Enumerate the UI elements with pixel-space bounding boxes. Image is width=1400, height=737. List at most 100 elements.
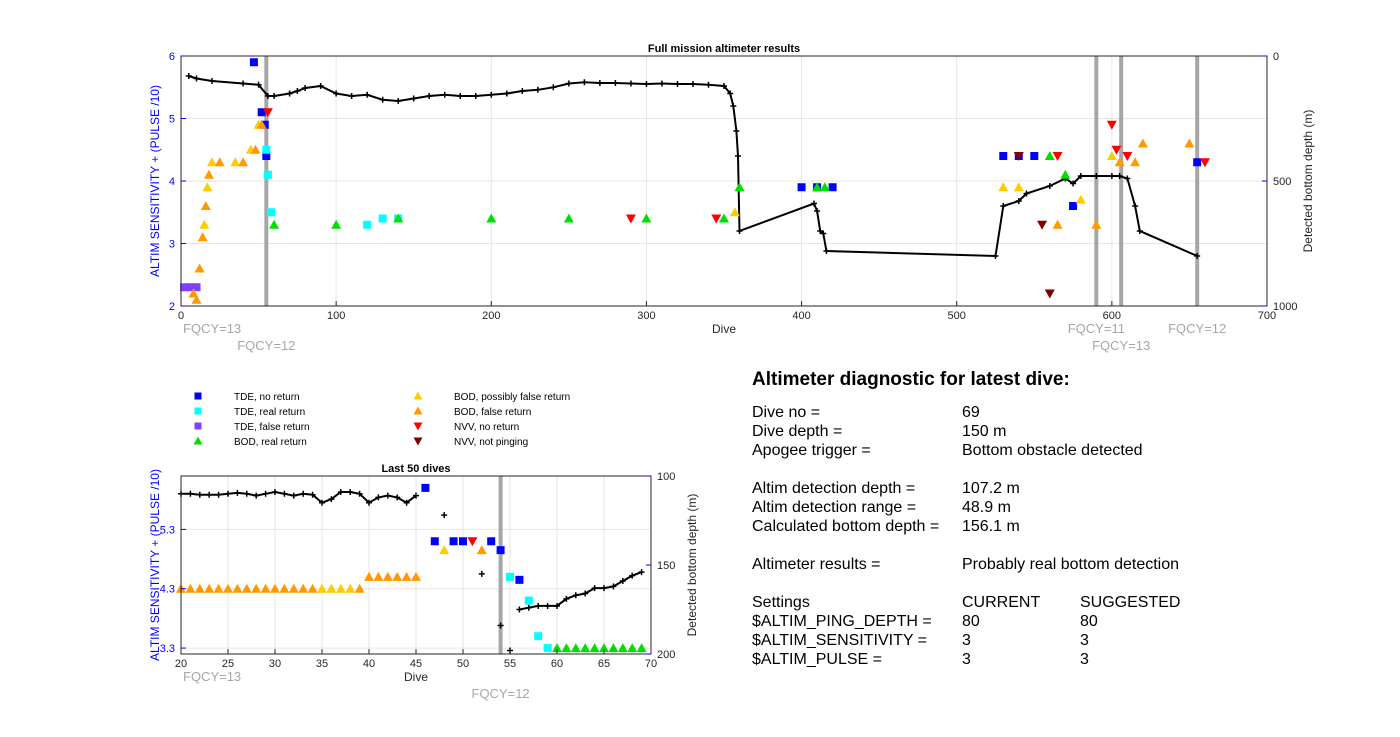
depth-point [472, 93, 479, 99]
altimeter-results-value: Probably real bottom detection [962, 556, 1180, 573]
bod-false-return-marker [188, 288, 199, 298]
depth-point [601, 585, 607, 592]
bod-false-return-marker [392, 571, 403, 581]
bod-real-return-marker [570, 643, 581, 653]
depth-point [1077, 173, 1084, 179]
bod-possibly-false-return-marker [326, 583, 337, 593]
legend-label: TDE, false return [234, 422, 310, 433]
depth-point [563, 595, 570, 602]
legend-label: BOD, real return [234, 437, 307, 448]
depth-point [1108, 173, 1115, 179]
settings-header: Settings [752, 594, 810, 611]
y-right-axis-label: Detected bottom depth (m) [1301, 110, 1315, 253]
x-tick-label: 100 [327, 310, 345, 322]
calculated-bottom-depth-label: Calculated bottom depth = [752, 518, 940, 535]
bod-real-return-marker [393, 213, 404, 223]
depth-point [294, 88, 301, 94]
frequency-label: FQCY=12 [237, 338, 295, 353]
tde-real-return-marker [543, 644, 552, 653]
bod-false-return-marker [260, 583, 271, 593]
depth-point [488, 91, 495, 98]
bod-possibly-false-return-marker [1106, 151, 1117, 160]
depth-point [1070, 180, 1077, 187]
legend-marker [413, 391, 423, 400]
bod-possibly-false-return-marker [335, 583, 346, 593]
bod-real-return-marker [819, 182, 830, 192]
dive-depth-value: 150 m [962, 423, 1007, 440]
y-right-axis-label: Detected bottom depth (m) [685, 494, 699, 637]
nvv-no-return-marker [1199, 158, 1210, 168]
legend-marker [413, 406, 423, 415]
tde-no-return-marker [515, 575, 524, 584]
tde-real-return-marker [363, 220, 372, 229]
depth-point [534, 86, 541, 93]
bod-real-return-marker [331, 219, 342, 229]
nvv-no-return-marker [1122, 152, 1133, 161]
depth-point [1194, 253, 1201, 259]
x-tick-label: 35 [316, 658, 328, 670]
tde-false-return-marker [180, 283, 189, 292]
legend-label: TDE, no return [234, 392, 300, 403]
y-right-tick-label: 150 [657, 560, 675, 572]
bod-false-return-marker [232, 583, 243, 593]
bod-real-return-marker [719, 213, 729, 223]
nvv-no-return-marker [625, 214, 636, 224]
depth-point [243, 490, 250, 497]
x-tick-label: 200 [482, 310, 500, 322]
depth-point [302, 85, 309, 91]
frequency-label: FQCY=12 [1168, 321, 1226, 336]
depth-point [820, 230, 827, 237]
depth-point [234, 489, 241, 496]
x-tick-label: 400 [792, 310, 810, 322]
tde-no-return-marker [257, 108, 266, 117]
bod-false-return-marker [1091, 219, 1102, 229]
tde-real-return-marker [534, 632, 543, 641]
depth-point [317, 83, 324, 89]
x-axis-label: Dive [712, 322, 736, 336]
depth-point [503, 90, 510, 97]
depth-point [328, 496, 335, 503]
tde-real-return-marker [263, 170, 272, 179]
tde-real-return-marker [378, 214, 387, 223]
depth-point [375, 494, 382, 501]
depth-point [572, 592, 579, 599]
altimeter-results-label: Altimeter results = [752, 556, 881, 573]
bod-false-return-marker [298, 583, 309, 593]
bod-possibly-false-return-marker [1013, 182, 1024, 192]
depth-point [643, 81, 650, 87]
dive-depth-label: Dive depth = [752, 423, 843, 440]
diagnostic-title: Altimeter diagnostic for latest dive: [752, 369, 1070, 390]
depth-point [516, 606, 523, 613]
bod-false-return-marker [476, 545, 487, 555]
setting-row: $ALTIM_PING_DEPTH = 80 80 [752, 612, 1352, 631]
depth-point [379, 96, 386, 103]
bod-false-return-marker [203, 169, 214, 179]
depth-point [356, 490, 363, 497]
legend-marker [413, 422, 423, 431]
bod-real-return-marker [486, 213, 497, 223]
nvv-not-pinging-marker [1044, 289, 1055, 299]
depth-point [264, 93, 271, 99]
depth-point [525, 604, 532, 611]
tde-real-return-marker [506, 572, 514, 581]
y-left-tick-label: 4.3 [160, 584, 175, 596]
bottom-depth-line [188, 75, 1198, 258]
nvv-no-return-marker [1106, 120, 1117, 130]
depth-point [300, 490, 307, 497]
depth-point [271, 93, 278, 99]
tde-no-return-marker [260, 120, 269, 129]
depth-point [384, 492, 391, 499]
bod-real-return-marker [627, 643, 638, 653]
setting-current: 80 [962, 613, 980, 630]
bod-false-return-marker [1052, 219, 1063, 229]
tde-no-return-marker [421, 483, 430, 492]
current-header: CURRENT [962, 594, 1041, 611]
altimeter-diagnostic-panel: Altimeter diagnostic for latest dive: Di… [752, 370, 1352, 669]
depth-point [403, 499, 410, 506]
tde-real-return-marker [524, 596, 533, 605]
bod-false-return-marker [185, 583, 196, 593]
depth-point [535, 602, 542, 609]
bod-real-return-marker [561, 643, 572, 653]
tde-no-return-marker [1193, 158, 1202, 167]
